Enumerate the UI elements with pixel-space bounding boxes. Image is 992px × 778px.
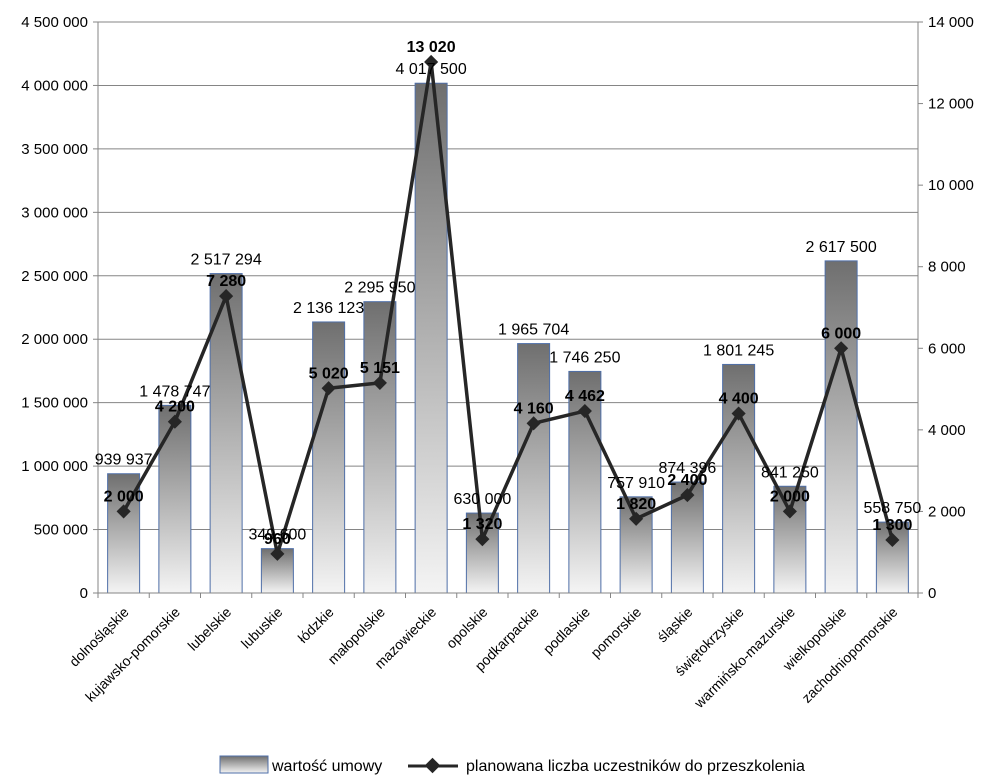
bar-value-label: 2 295 950 bbox=[344, 280, 415, 297]
bar-value-label: 939 937 bbox=[95, 452, 153, 469]
category-label: lubelskie bbox=[184, 604, 234, 654]
bar bbox=[773, 485, 807, 594]
line-point-marker bbox=[372, 375, 387, 390]
right-tick-label: 4 000 bbox=[928, 422, 966, 439]
line-point-marker bbox=[270, 546, 285, 561]
category-label: lubuskie bbox=[238, 604, 286, 652]
line-value-label: 5 020 bbox=[309, 365, 349, 382]
line-point-marker bbox=[577, 403, 592, 419]
line-point-marker bbox=[782, 504, 797, 519]
right-tick-label: 6 000 bbox=[928, 340, 966, 357]
line-value-label: 1 300 bbox=[872, 517, 912, 534]
category-label: zachodniopomorskie bbox=[798, 604, 900, 706]
right-tick-label: 8 000 bbox=[928, 259, 966, 276]
line-series bbox=[116, 54, 900, 561]
line-point-marker bbox=[680, 488, 695, 503]
left-tick-label: 3 500 000 bbox=[21, 141, 88, 158]
left-tick-label: 500 000 bbox=[34, 522, 88, 539]
left-tick-label: 2 500 000 bbox=[21, 268, 88, 285]
legend-bar-label: wartość umowy bbox=[271, 758, 382, 775]
line-point-marker bbox=[885, 532, 900, 548]
left-tick-label: 3 000 000 bbox=[21, 204, 88, 221]
left-tick-label: 4 500 000 bbox=[21, 14, 88, 31]
line-point-marker bbox=[475, 532, 490, 547]
line-value-label: 4 200 bbox=[155, 399, 195, 416]
bar bbox=[517, 343, 551, 594]
category-label: warmińsko-mazurskie bbox=[690, 604, 798, 712]
left-tick-label: 1 500 000 bbox=[21, 395, 88, 412]
right-tick-label: 0 bbox=[928, 585, 936, 602]
legend-line-label: planowana liczba uczestników do przeszko… bbox=[466, 758, 805, 775]
line-point-marker bbox=[219, 289, 234, 304]
bar bbox=[363, 301, 397, 594]
category-label: łódzkie bbox=[295, 604, 337, 646]
left-tick-label: 2 000 000 bbox=[21, 331, 88, 348]
right-tick-label: 10 000 bbox=[928, 177, 974, 194]
bar-value-label: 1 965 704 bbox=[498, 322, 569, 339]
line-value-label: 2 000 bbox=[104, 488, 144, 505]
category-label: pomorskie bbox=[587, 604, 644, 661]
bar-value-label: 349 600 bbox=[248, 527, 306, 544]
left-tick-label: 1 000 000 bbox=[21, 458, 88, 475]
right-tick-label: 12 000 bbox=[928, 96, 974, 113]
line-point-marker bbox=[424, 54, 439, 70]
line-value-label: 6 000 bbox=[821, 325, 861, 342]
bar bbox=[158, 404, 192, 594]
bar bbox=[722, 363, 756, 594]
line-value-label: 4 160 bbox=[514, 400, 554, 417]
legend-line-marker bbox=[424, 757, 441, 774]
bar-value-label: 1 746 250 bbox=[549, 349, 620, 366]
line-value-label: 2 400 bbox=[667, 472, 707, 489]
category-label: opolskie bbox=[443, 604, 491, 652]
bar-value-label: 630 000 bbox=[453, 491, 511, 508]
line-value-label: 1 320 bbox=[462, 516, 502, 533]
bar-value-label: 558 750 bbox=[863, 500, 921, 517]
left-tick-label: 0 bbox=[80, 585, 88, 602]
line-value-label: 2 000 bbox=[770, 488, 810, 505]
line-point-marker bbox=[731, 406, 746, 421]
bar-value-label: 841 250 bbox=[761, 464, 819, 481]
line-value-label: 7 280 bbox=[206, 273, 246, 290]
line-value-label: 960 bbox=[264, 531, 291, 548]
data-labels: 939 937 1 478 747 2 517 294 349 600 2 136 12… bbox=[95, 39, 922, 548]
bar bbox=[824, 260, 858, 594]
line-value-label: 1 820 bbox=[616, 496, 656, 513]
line-value-label: 5 151 bbox=[360, 360, 400, 377]
bar-value-label: 2 136 123 bbox=[293, 300, 364, 317]
bar bbox=[312, 321, 346, 594]
series-line bbox=[122, 60, 895, 556]
line-value-label: 4 462 bbox=[565, 388, 605, 405]
line-point-marker bbox=[834, 341, 849, 356]
bar-value-label: 4 017 500 bbox=[396, 61, 467, 78]
bar-value-label: 757 910 bbox=[607, 475, 665, 492]
bar-value-label: 1 801 245 bbox=[703, 342, 774, 359]
legend: wartość umowy planowana liczba uczestnik… bbox=[219, 755, 805, 775]
category-label: podlaskie bbox=[540, 604, 593, 657]
right-tick-label: 2 000 bbox=[928, 503, 966, 520]
line-point-marker bbox=[321, 381, 336, 396]
bar-value-label: 1 478 747 bbox=[139, 383, 210, 400]
line-point-marker bbox=[167, 414, 182, 429]
right-tick-label: 14 000 bbox=[928, 14, 974, 31]
line-point-marker bbox=[629, 511, 644, 526]
category-label: kujawsko-pomorskie bbox=[82, 604, 183, 705]
category-label: śląskie bbox=[654, 604, 696, 646]
bar-value-label: 2 617 500 bbox=[806, 239, 877, 256]
bar-value-label: 2 517 294 bbox=[191, 252, 262, 269]
line-value-label: 4 400 bbox=[719, 391, 759, 408]
left-tick-label: 4 000 000 bbox=[21, 77, 88, 94]
bar-value-label: 874 396 bbox=[658, 460, 716, 477]
line-value-label: 13 020 bbox=[407, 39, 456, 56]
legend-bar-swatch bbox=[219, 755, 269, 774]
line-point-marker bbox=[526, 416, 541, 431]
